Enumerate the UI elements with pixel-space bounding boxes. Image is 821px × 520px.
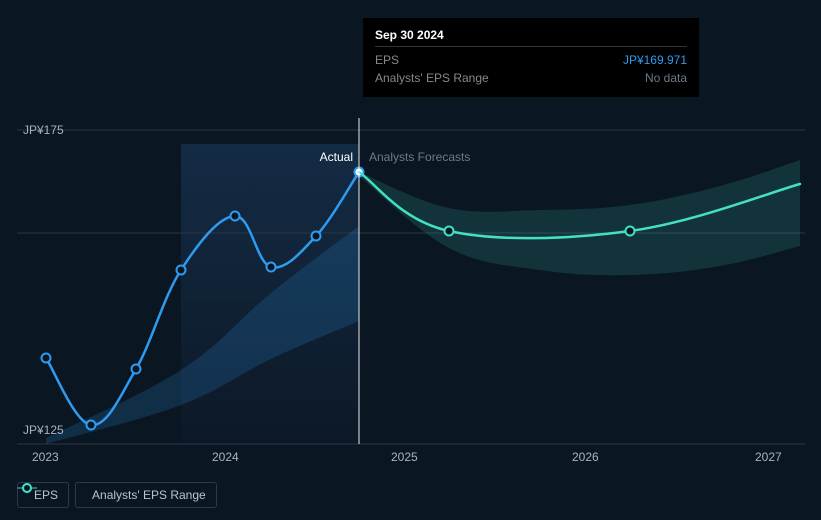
x-axis-label: 2027 <box>755 450 782 464</box>
x-axis-label: 2023 <box>32 450 59 464</box>
tooltip-row: Analysts' EPS Range No data <box>375 69 687 87</box>
range-band-future <box>359 160 800 275</box>
y-axis-label: JP¥175 <box>23 123 64 137</box>
eps-forecast-marker <box>626 227 635 236</box>
tooltip-row-value: No data <box>645 71 687 85</box>
y-axis-label: JP¥125 <box>23 423 64 437</box>
actual-label: Actual <box>320 150 353 164</box>
eps-actual-marker <box>312 232 321 241</box>
eps-actual-marker <box>87 421 96 430</box>
eps-actual-marker <box>42 354 51 363</box>
tooltip-date: Sep 30 2024 <box>375 28 687 47</box>
chart-tooltip: Sep 30 2024 EPS JP¥169.971 Analysts' EPS R… <box>363 18 699 97</box>
forecast-label: Analysts Forecasts <box>369 150 470 164</box>
eps-forecast-marker <box>445 227 454 236</box>
legend-label: Analysts' EPS Range <box>92 488 206 502</box>
chart-legend: EPS Analysts' EPS Range <box>17 482 217 508</box>
eps-actual-marker <box>132 365 141 374</box>
eps-chart[interactable]: Sep 30 2024 EPS JP¥169.971 Analysts' EPS R… <box>0 0 821 520</box>
legend-swatch-icon <box>17 482 37 494</box>
x-axis-label: 2026 <box>572 450 599 464</box>
legend-label: EPS <box>34 488 58 502</box>
eps-actual-marker <box>177 266 186 275</box>
tooltip-row-label: EPS <box>375 53 399 67</box>
eps-actual-marker <box>231 212 240 221</box>
x-axis-label: 2024 <box>212 450 239 464</box>
x-axis-label: 2025 <box>391 450 418 464</box>
tooltip-row: EPS JP¥169.971 <box>375 51 687 69</box>
tooltip-row-value: JP¥169.971 <box>623 53 687 67</box>
legend-item[interactable]: Analysts' EPS Range <box>75 482 217 508</box>
tooltip-row-label: Analysts' EPS Range <box>375 71 489 85</box>
eps-actual-marker <box>267 263 276 272</box>
